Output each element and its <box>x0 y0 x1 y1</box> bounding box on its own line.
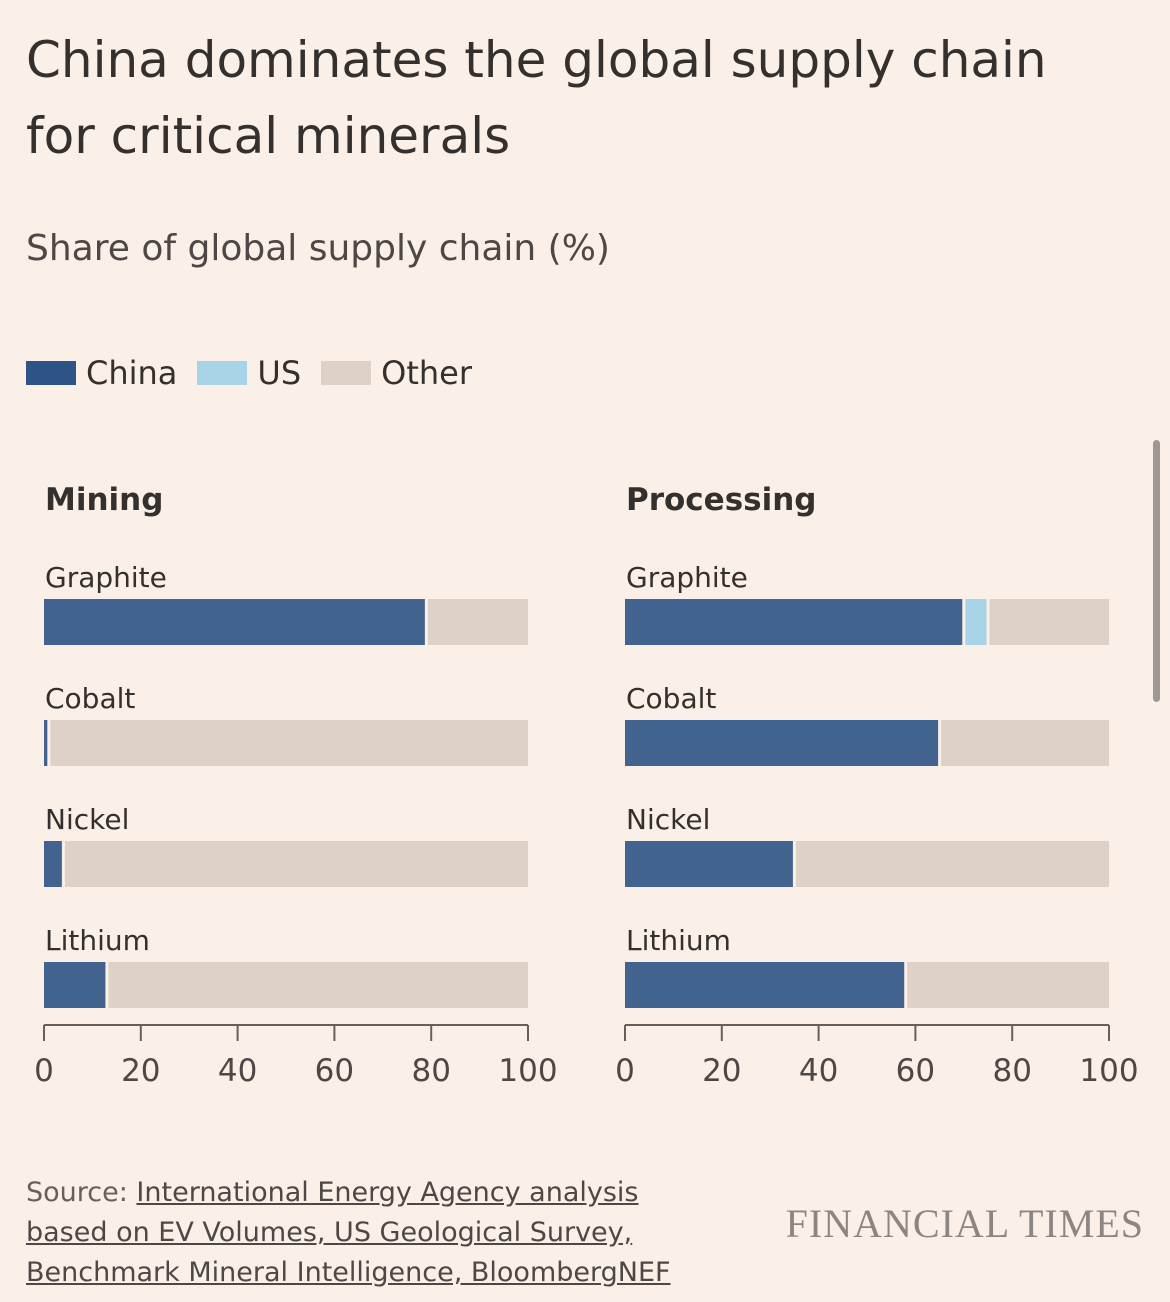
legend-label-us: US <box>257 354 302 392</box>
source-prefix: Source: <box>26 1177 137 1208</box>
panel-title-mining: Mining <box>45 482 163 518</box>
bar-processing-graphite-other <box>989 599 1109 645</box>
bar-processing-graphite-us <box>965 599 987 645</box>
category-label-mining-cobalt: Cobalt <box>45 682 135 715</box>
legend-label-other: Other <box>381 354 472 392</box>
source-note: Source: International Energy Agency anal… <box>26 1173 716 1293</box>
bar-mining-nickel-china <box>44 841 62 887</box>
source-link[interactable]: International Energy Agency analysis bas… <box>26 1177 671 1288</box>
legend-item-us: US <box>197 350 301 396</box>
category-label-processing-lithium: Lithium <box>626 924 731 957</box>
legend-label-china: China <box>86 354 178 392</box>
bar-mining-graphite-china <box>44 599 425 645</box>
panel-title-processing: Processing <box>626 482 817 518</box>
legend: China US Other <box>26 350 492 396</box>
bar-processing-cobalt-other <box>941 720 1109 766</box>
category-label-processing-nickel: Nickel <box>626 803 710 836</box>
bar-mining-graphite-other <box>427 599 528 645</box>
legend-item-other: Other <box>321 350 472 396</box>
bar-mining-lithium-other <box>108 962 529 1008</box>
x-tick-label-processing-20: 20 <box>702 1053 741 1089</box>
x-tick-label-mining-40: 40 <box>218 1053 257 1089</box>
financial-times-logo: FINANCIAL TIMES <box>785 1201 1144 1246</box>
chart-subtitle: Share of global supply chain (%) <box>26 228 610 269</box>
x-tick-label-processing-40: 40 <box>799 1053 838 1089</box>
x-tick-label-mining-60: 60 <box>315 1053 354 1089</box>
bar-mining-lithium-china <box>44 962 106 1008</box>
legend-swatch-us <box>197 361 248 385</box>
x-tick-label-processing-0: 0 <box>615 1053 635 1089</box>
x-tick-label-processing-80: 80 <box>992 1053 1031 1089</box>
x-tick-label-mining-80: 80 <box>411 1053 450 1089</box>
bar-processing-graphite-china <box>625 599 963 645</box>
bar-mining-cobalt-other <box>50 720 529 766</box>
x-tick-label-mining-0: 0 <box>34 1053 54 1089</box>
bar-mining-cobalt-china <box>44 720 48 766</box>
bar-processing-cobalt-china <box>625 720 939 766</box>
scrollbar[interactable] <box>1153 440 1160 702</box>
x-tick-label-processing-60: 60 <box>896 1053 935 1089</box>
x-tick-label-mining-20: 20 <box>121 1053 160 1089</box>
category-label-processing-cobalt: Cobalt <box>626 682 716 715</box>
chart-title: China dominates the global supply chain … <box>26 31 1047 165</box>
bar-charts: Mining Graphite Cobalt Nickel Lithium 0 20 40 60… <box>34 482 1138 1089</box>
bar-processing-nickel-china <box>625 841 793 887</box>
category-label-processing-graphite: Graphite <box>626 561 748 594</box>
x-tick-label-processing-100: 100 <box>1079 1053 1138 1089</box>
category-label-mining-nickel: Nickel <box>45 803 129 836</box>
legend-item-china: China <box>26 350 177 396</box>
category-label-mining-lithium: Lithium <box>45 924 150 957</box>
legend-swatch-china <box>26 361 76 385</box>
bar-processing-lithium-other <box>907 962 1109 1008</box>
x-tick-label-mining-100: 100 <box>498 1053 557 1089</box>
legend-swatch-other <box>321 361 372 385</box>
bar-processing-lithium-china <box>625 962 905 1008</box>
bar-mining-nickel-other <box>64 841 529 887</box>
category-label-mining-graphite: Graphite <box>45 561 167 594</box>
bar-processing-nickel-other <box>795 841 1109 887</box>
